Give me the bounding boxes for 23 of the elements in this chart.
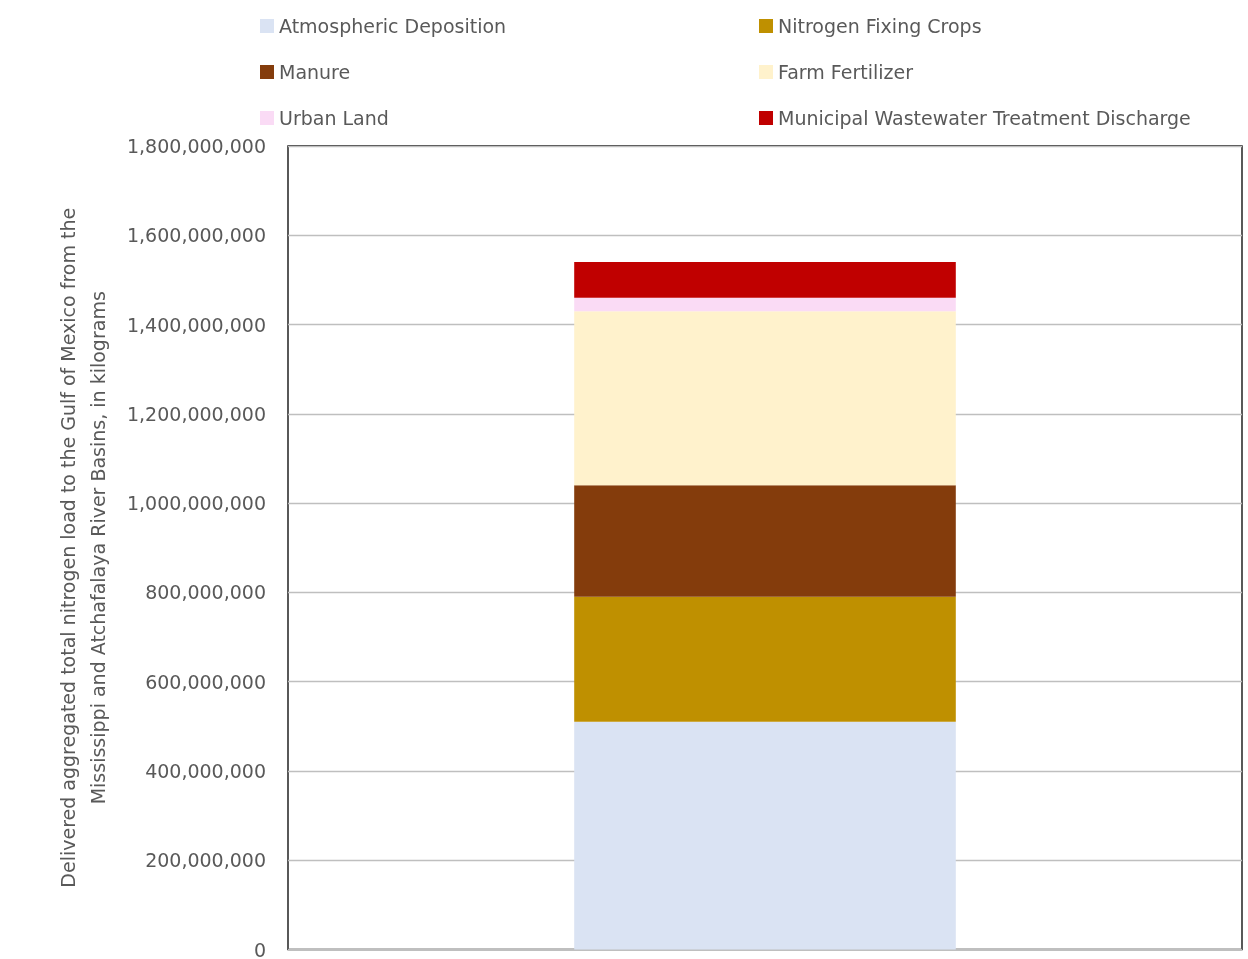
legend-label: Urban Land bbox=[279, 107, 389, 129]
y-axis-title: Delivered aggregated total nitrogen load to the Gulf of Mexico from the Mississippi and Atchafalaya River Basins, in kilograms bbox=[57, 207, 109, 888]
y-tick-label: 1,600,000,000 bbox=[126, 224, 266, 247]
legend-label: Atmospheric Deposition bbox=[279, 15, 507, 37]
y-tick-label: 1,800,000,000 bbox=[126, 135, 266, 157]
y-tick-label: 400,000,000 bbox=[145, 759, 266, 782]
y-tick-label: 1,200,000,000 bbox=[126, 402, 266, 425]
y-tick-label: 0 bbox=[253, 938, 266, 959]
y-tick-label: 1,400,000,000 bbox=[126, 313, 266, 336]
legend-label: Municipal Wastewater Treatment Discharge bbox=[778, 107, 1191, 129]
bar bbox=[574, 485, 956, 597]
bar bbox=[574, 262, 956, 298]
y-tick-label: 600,000,000 bbox=[145, 670, 266, 693]
bar bbox=[574, 297, 956, 312]
y-tick-label: 200,000,000 bbox=[145, 849, 266, 872]
legend-label: Farm Fertilizer bbox=[778, 61, 914, 83]
legend-label: Nitrogen Fixing Crops bbox=[778, 15, 982, 37]
y-tick-label: 1,000,000,000 bbox=[126, 492, 266, 515]
bar bbox=[574, 721, 956, 950]
legend-label: Manure bbox=[279, 61, 351, 83]
bar bbox=[574, 311, 956, 486]
y-tick-label: 800,000,000 bbox=[145, 581, 266, 604]
bar bbox=[574, 596, 956, 722]
